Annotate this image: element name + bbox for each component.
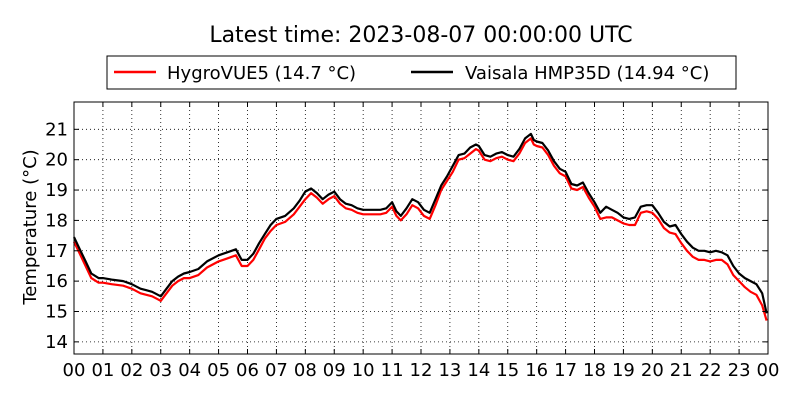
x-tick-label: 14 [467, 360, 490, 381]
series-line-vaisala [73, 132, 768, 314]
y-tick-label: 20 [45, 150, 68, 171]
y-tick-label: 19 [45, 180, 68, 201]
x-tick-label: 07 [265, 360, 288, 381]
x-tick-label: 04 [178, 360, 201, 381]
y-tick-label: 18 [45, 210, 68, 231]
x-tick-label: 10 [352, 360, 375, 381]
x-tick-label: 22 [699, 360, 722, 381]
x-tick-label: 00 [63, 360, 86, 381]
series-line-hygrovue5 [73, 137, 768, 321]
chart-title: Latest time: 2023-08-07 00:00:00 UTC [209, 23, 632, 48]
legend-label-hygrovue5: HygroVUE5 (14.7 °C) [167, 63, 356, 84]
x-tick-label: 05 [207, 360, 230, 381]
x-tick-label: 17 [554, 360, 577, 381]
x-tick-label: 15 [496, 360, 519, 381]
legend-label-vaisala: Vaisala HMP35D (14.94 °C) [465, 63, 709, 84]
y-tick-label: 14 [45, 332, 68, 353]
y-tick-label: 16 [45, 271, 68, 292]
x-tick-label: 11 [381, 360, 404, 381]
x-tick-label: 13 [438, 360, 461, 381]
x-tick-label: 09 [323, 360, 346, 381]
y-tick-label: 21 [45, 119, 68, 140]
x-tick-label: 18 [583, 360, 606, 381]
x-tick-label: 19 [612, 360, 635, 381]
x-tick-label: 03 [149, 360, 172, 381]
plot-frame [73, 101, 769, 355]
x-tick-label: 21 [670, 360, 693, 381]
y-tick-label: 15 [45, 301, 68, 322]
x-tick-label: 08 [294, 360, 317, 381]
x-tick-label: 02 [120, 360, 143, 381]
legend: HygroVUE5 (14.7 °C) Vaisala HMP35D (14.9… [106, 55, 737, 90]
x-tick-label: 06 [236, 360, 259, 381]
x-tick-label: 20 [641, 360, 664, 381]
series-lines [73, 132, 768, 321]
x-tick-label: 23 [728, 360, 751, 381]
x-tick-label: 00 [757, 360, 780, 381]
x-tick-label: 12 [410, 360, 433, 381]
y-axis-label: Temperature (°C) [20, 149, 41, 305]
y-tick-label: 17 [45, 241, 68, 262]
axis-ticks: 00 01 02 03 04 05 06 07 08 09 10 11 12 13 14 15 16 17 18 19… [45, 102, 779, 381]
x-tick-label: 16 [525, 360, 548, 381]
x-tick-label: 01 [91, 360, 114, 381]
